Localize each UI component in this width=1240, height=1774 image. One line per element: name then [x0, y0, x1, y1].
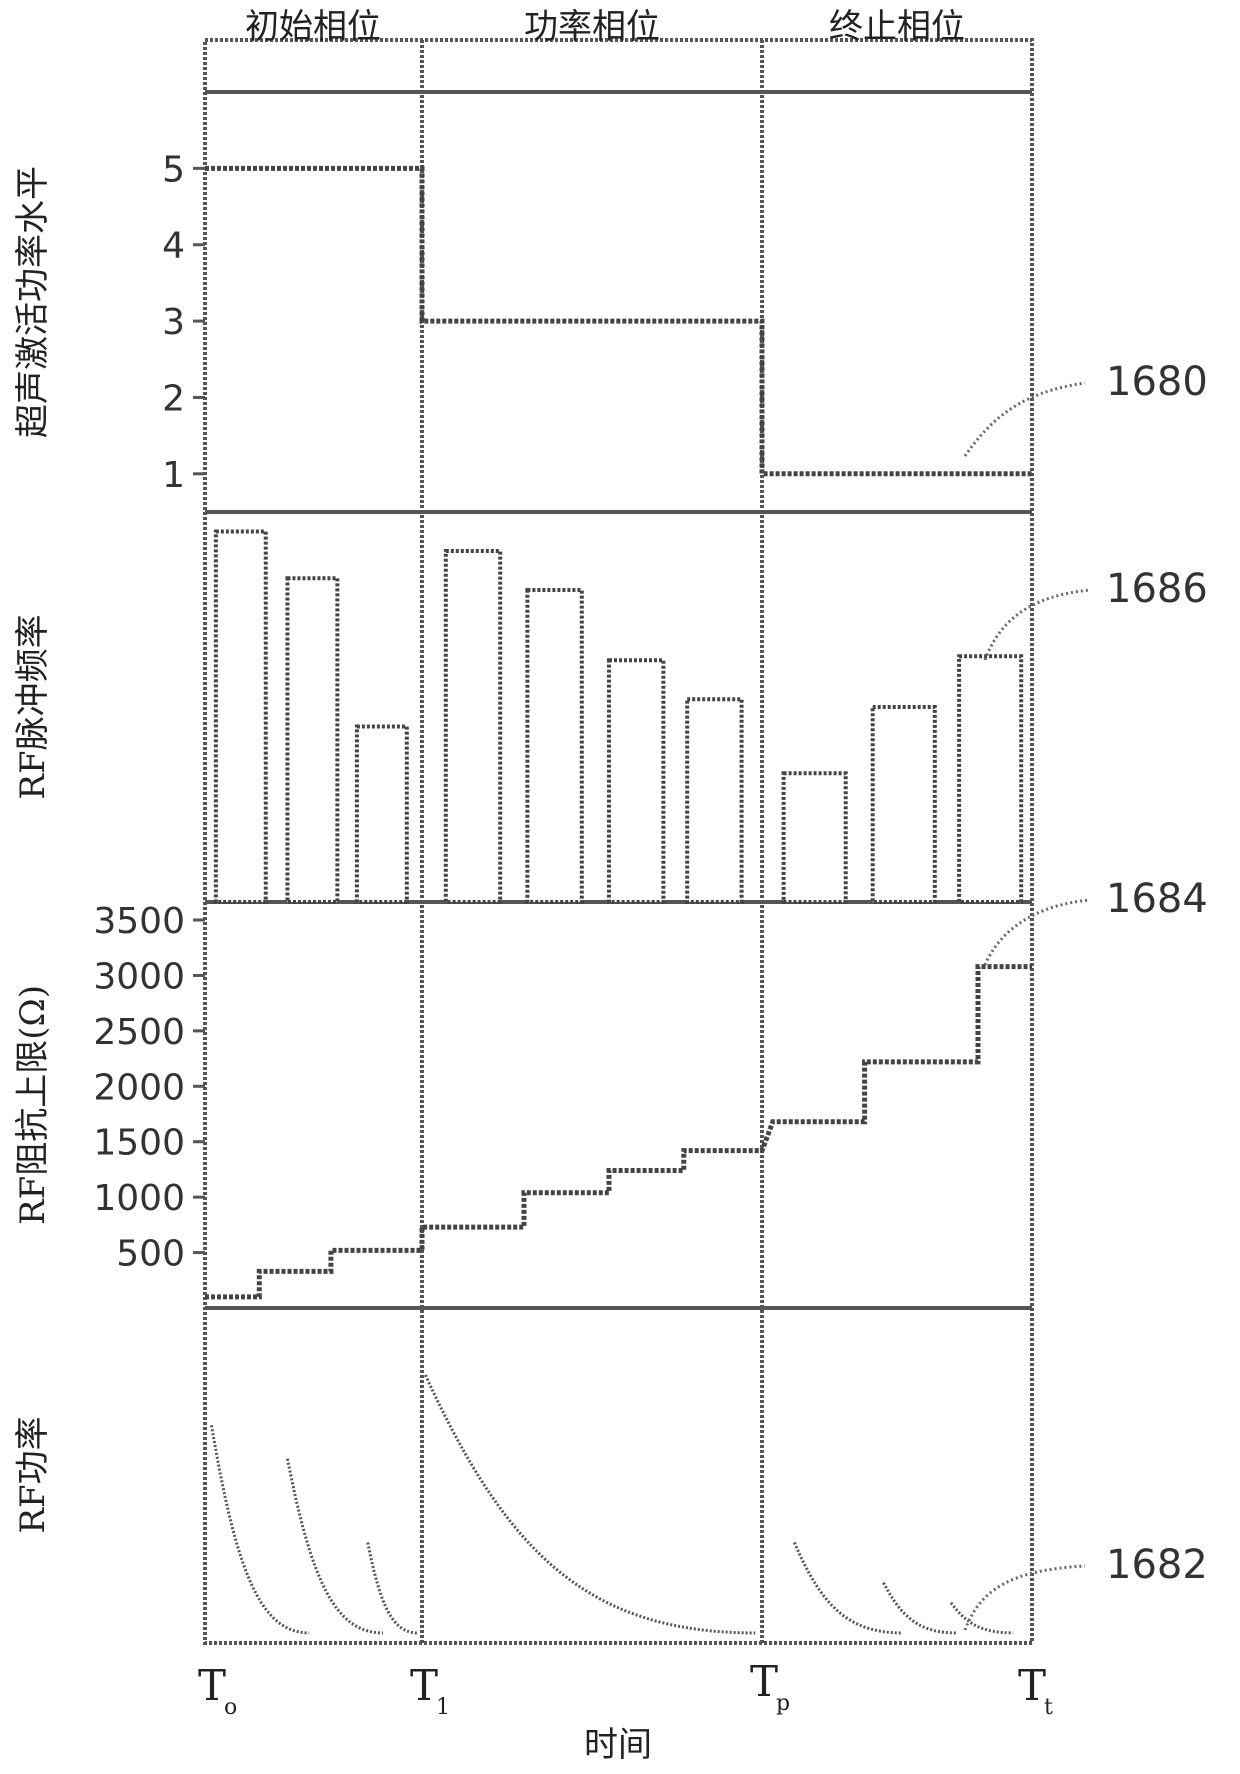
ref-label-1682: 1682: [1106, 1542, 1208, 1588]
ylabel-rf-power: RF功率: [13, 1416, 53, 1533]
time-tick-tp-sub: p: [776, 1691, 790, 1716]
ref-label-1686: 1686: [1106, 566, 1208, 612]
p3-y-tick-label-7: 3500: [93, 901, 185, 942]
rf-pulse-bar-2: [287, 578, 337, 902]
ref-label-1684: 1684: [1106, 876, 1208, 922]
ultrasonic-power-trace: [205, 168, 1032, 473]
rf-pulse-bar-7: [687, 699, 741, 902]
phase-label-power: 功率相位: [524, 7, 660, 47]
rf-pulse-bar-10: [959, 656, 1021, 902]
ylabel-rf-impedance-limit: RF阻抗上限(Ω): [13, 985, 53, 1225]
rf-pulse-bar-1: [216, 532, 266, 903]
rf-power-curve-4: [425, 1375, 755, 1633]
time-tick-tt-sub: t: [1044, 1695, 1053, 1720]
rf-pulse-bar-5: [527, 590, 581, 902]
time-tick-tt: T: [1018, 1661, 1046, 1710]
rf-power-curve-2: [287, 1459, 382, 1633]
ylabel-rf-pulse-frequency: RF脉冲频率: [13, 614, 53, 799]
time-tick-t1: T: [410, 1661, 438, 1710]
leader-line-1686: [985, 590, 1090, 660]
p3-y-tick-label-2: 1000: [93, 1178, 185, 1219]
p1-y-tick-label-3: 3: [162, 302, 185, 343]
p1-y-tick-label-1: 1: [162, 455, 185, 496]
time-tick-t1-sub: 1: [436, 1695, 450, 1720]
p3-y-tick-label-6: 3000: [93, 956, 185, 997]
rf-pulse-bar-6: [609, 660, 663, 902]
leader-line-1682: [965, 1566, 1085, 1630]
rf-power-curve-6: [884, 1583, 957, 1633]
rf-impedance-trace: [205, 967, 1032, 1297]
phase-label-termination: 终止相位: [829, 7, 965, 47]
p3-y-tick-label-5: 2500: [93, 1012, 185, 1053]
phase-label-initial: 初始相位: [245, 7, 381, 47]
p3-y-tick-label-1: 500: [116, 1234, 185, 1275]
ylabel-ultrasonic-power: 超声激活功率水平: [13, 166, 53, 438]
rf-pulse-bar-4: [446, 551, 500, 902]
rf-power-curve-1: [212, 1425, 310, 1633]
time-tick-tp: T: [750, 1657, 778, 1706]
rf-pulse-bar-9: [873, 707, 935, 902]
leader-line-1680: [965, 383, 1085, 456]
p1-y-tick-label-2: 2: [162, 378, 185, 419]
rf-power-curve-3: [368, 1543, 418, 1633]
rf-pulse-bar-3: [357, 727, 407, 903]
p1-y-tick-label-5: 5: [162, 149, 185, 190]
time-tick-t0: T: [198, 1661, 226, 1710]
rf-pulse-bar-8: [784, 773, 846, 902]
p1-y-tick-label-4: 4: [162, 226, 185, 267]
rf-power-curve-7: [951, 1603, 1013, 1633]
p3-y-tick-label-4: 2000: [93, 1067, 185, 1108]
time-tick-t0-sub: o: [224, 1695, 237, 1720]
ref-label-1680: 1680: [1106, 359, 1208, 405]
leader-line-1684: [985, 900, 1090, 965]
x-axis-label: 时间: [584, 1725, 652, 1765]
p3-y-tick-label-3: 1500: [93, 1123, 185, 1164]
